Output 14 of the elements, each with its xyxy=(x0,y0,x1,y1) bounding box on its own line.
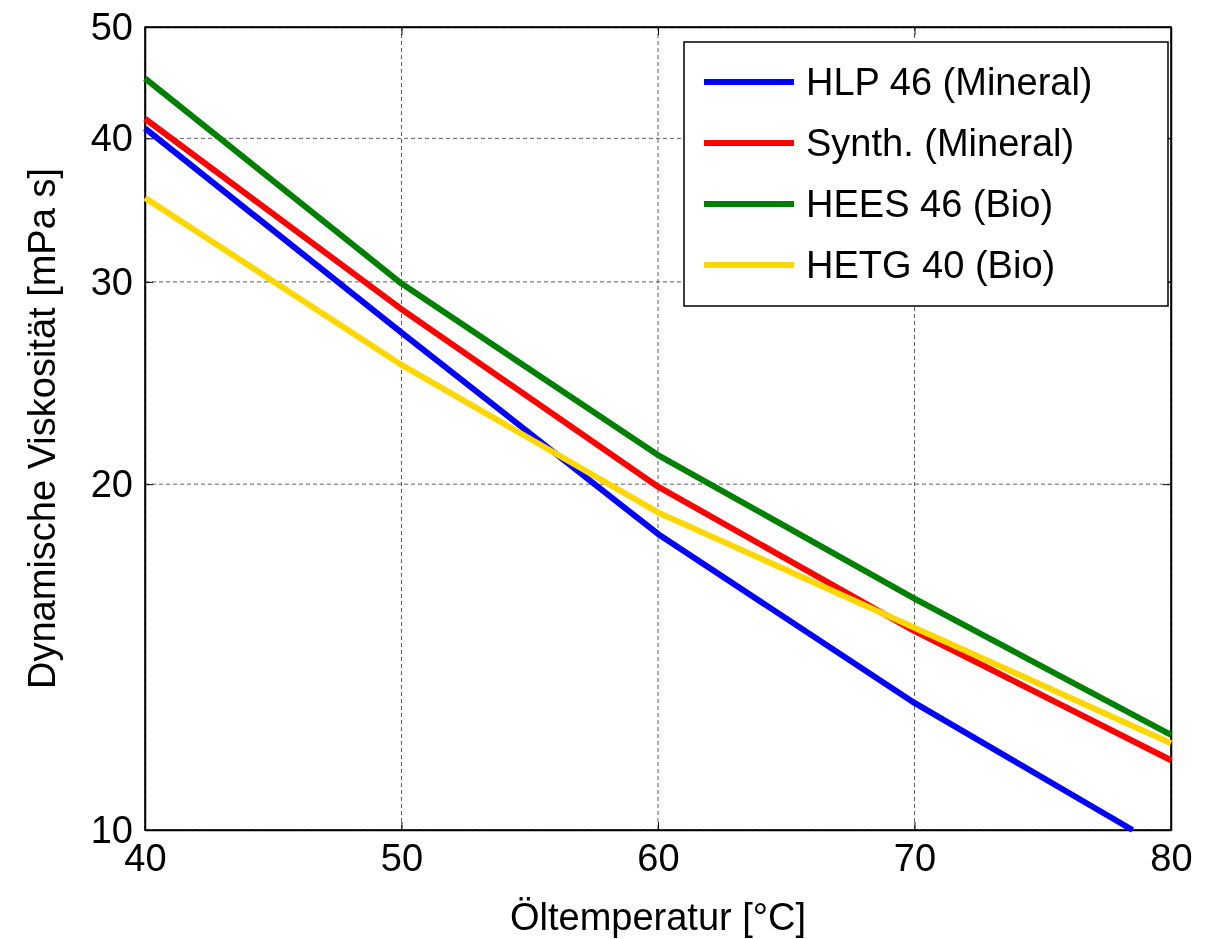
legend-label: Synth. (Mineral) xyxy=(806,122,1075,164)
x-tick-label: 60 xyxy=(637,836,680,879)
y-axis-title: Dynamische Viskosität [mPa s] xyxy=(21,168,63,689)
legend-label: HLP 46 (Mineral) xyxy=(806,61,1093,103)
legend-label: HEES 46 (Bio) xyxy=(806,183,1054,225)
y-tick-label: 20 xyxy=(90,462,133,505)
y-tick-label: 30 xyxy=(90,260,133,303)
x-tick-label: 70 xyxy=(893,836,937,879)
x-tick-label: 80 xyxy=(1150,836,1193,879)
x-axis-title: Öltemperatur [°C] xyxy=(509,896,807,938)
y-tick-label: 50 xyxy=(90,5,133,48)
legend-label: HETG 40 (Bio) xyxy=(806,244,1056,286)
x-tick-label: 50 xyxy=(380,836,424,879)
y-tick-label: 40 xyxy=(90,116,133,159)
